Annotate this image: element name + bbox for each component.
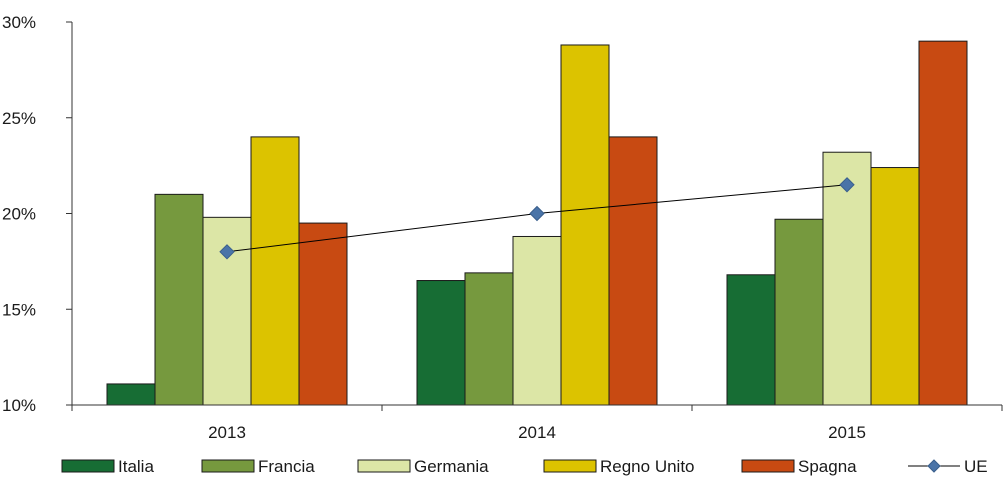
- y-tick-label: 15%: [2, 300, 36, 319]
- bar-italia-2015: [726, 274, 776, 406]
- legend-label: UE: [964, 457, 988, 476]
- ue-line: [219, 177, 855, 260]
- ue-point-2014: [529, 205, 545, 222]
- legend-swatch-germania: [357, 459, 411, 473]
- legend-label: Germania: [414, 457, 489, 476]
- y-tick-label: 30%: [2, 13, 36, 32]
- legend-label: Francia: [258, 457, 315, 476]
- bar-germania-2014: [512, 235, 562, 406]
- bar-francia-2014: [464, 272, 514, 406]
- x-tick-label: 2013: [208, 423, 246, 442]
- x-axis: 2013 2014 2015: [71, 404, 1003, 442]
- bar-spagna-2014: [608, 136, 658, 406]
- y-tick-label: 25%: [2, 109, 36, 128]
- y-axis: 10% 15% 20% 25% 30%: [2, 13, 73, 415]
- bar-spagna-2013: [298, 222, 348, 406]
- legend-marker-ue: [927, 459, 941, 473]
- legend-label: Italia: [118, 457, 154, 476]
- bar-francia-2013: [154, 193, 204, 406]
- bar-spagna-2015: [918, 40, 968, 406]
- bar-regno-unito-2015: [870, 167, 920, 406]
- legend-swatch-spagna: [741, 459, 795, 473]
- x-tick-label: 2014: [518, 423, 556, 442]
- x-tick-label: 2015: [828, 423, 866, 442]
- bar-italia-2014: [416, 280, 466, 406]
- legend-label: Spagna: [798, 457, 857, 476]
- ue-point-2015: [839, 177, 855, 193]
- legend-swatch-regno-unito: [543, 459, 597, 473]
- y-tick-label: 20%: [2, 205, 36, 224]
- y-tick-label: 10%: [2, 396, 36, 415]
- ue-point-2013: [219, 244, 235, 260]
- bar-regno-unito-2013: [250, 136, 300, 406]
- legend: Italia Francia Germania Regno Unito Spagna UE: [61, 457, 988, 476]
- bar-regno-unito-2014: [560, 44, 610, 406]
- legend-swatch-francia: [201, 459, 255, 473]
- bars: [106, 40, 968, 406]
- legend-label: Regno Unito: [600, 457, 695, 476]
- bar-italia-2013: [106, 383, 156, 406]
- legend-swatch-italia: [61, 459, 115, 473]
- bar-francia-2015: [774, 218, 824, 406]
